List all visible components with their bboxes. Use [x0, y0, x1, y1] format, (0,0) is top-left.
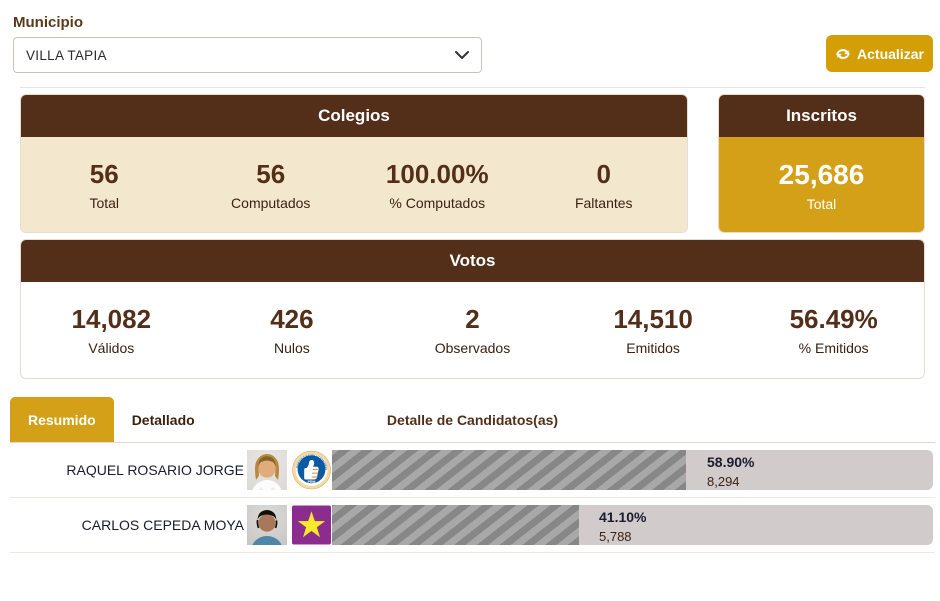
- svg-text:PRM: PRM: [308, 480, 316, 484]
